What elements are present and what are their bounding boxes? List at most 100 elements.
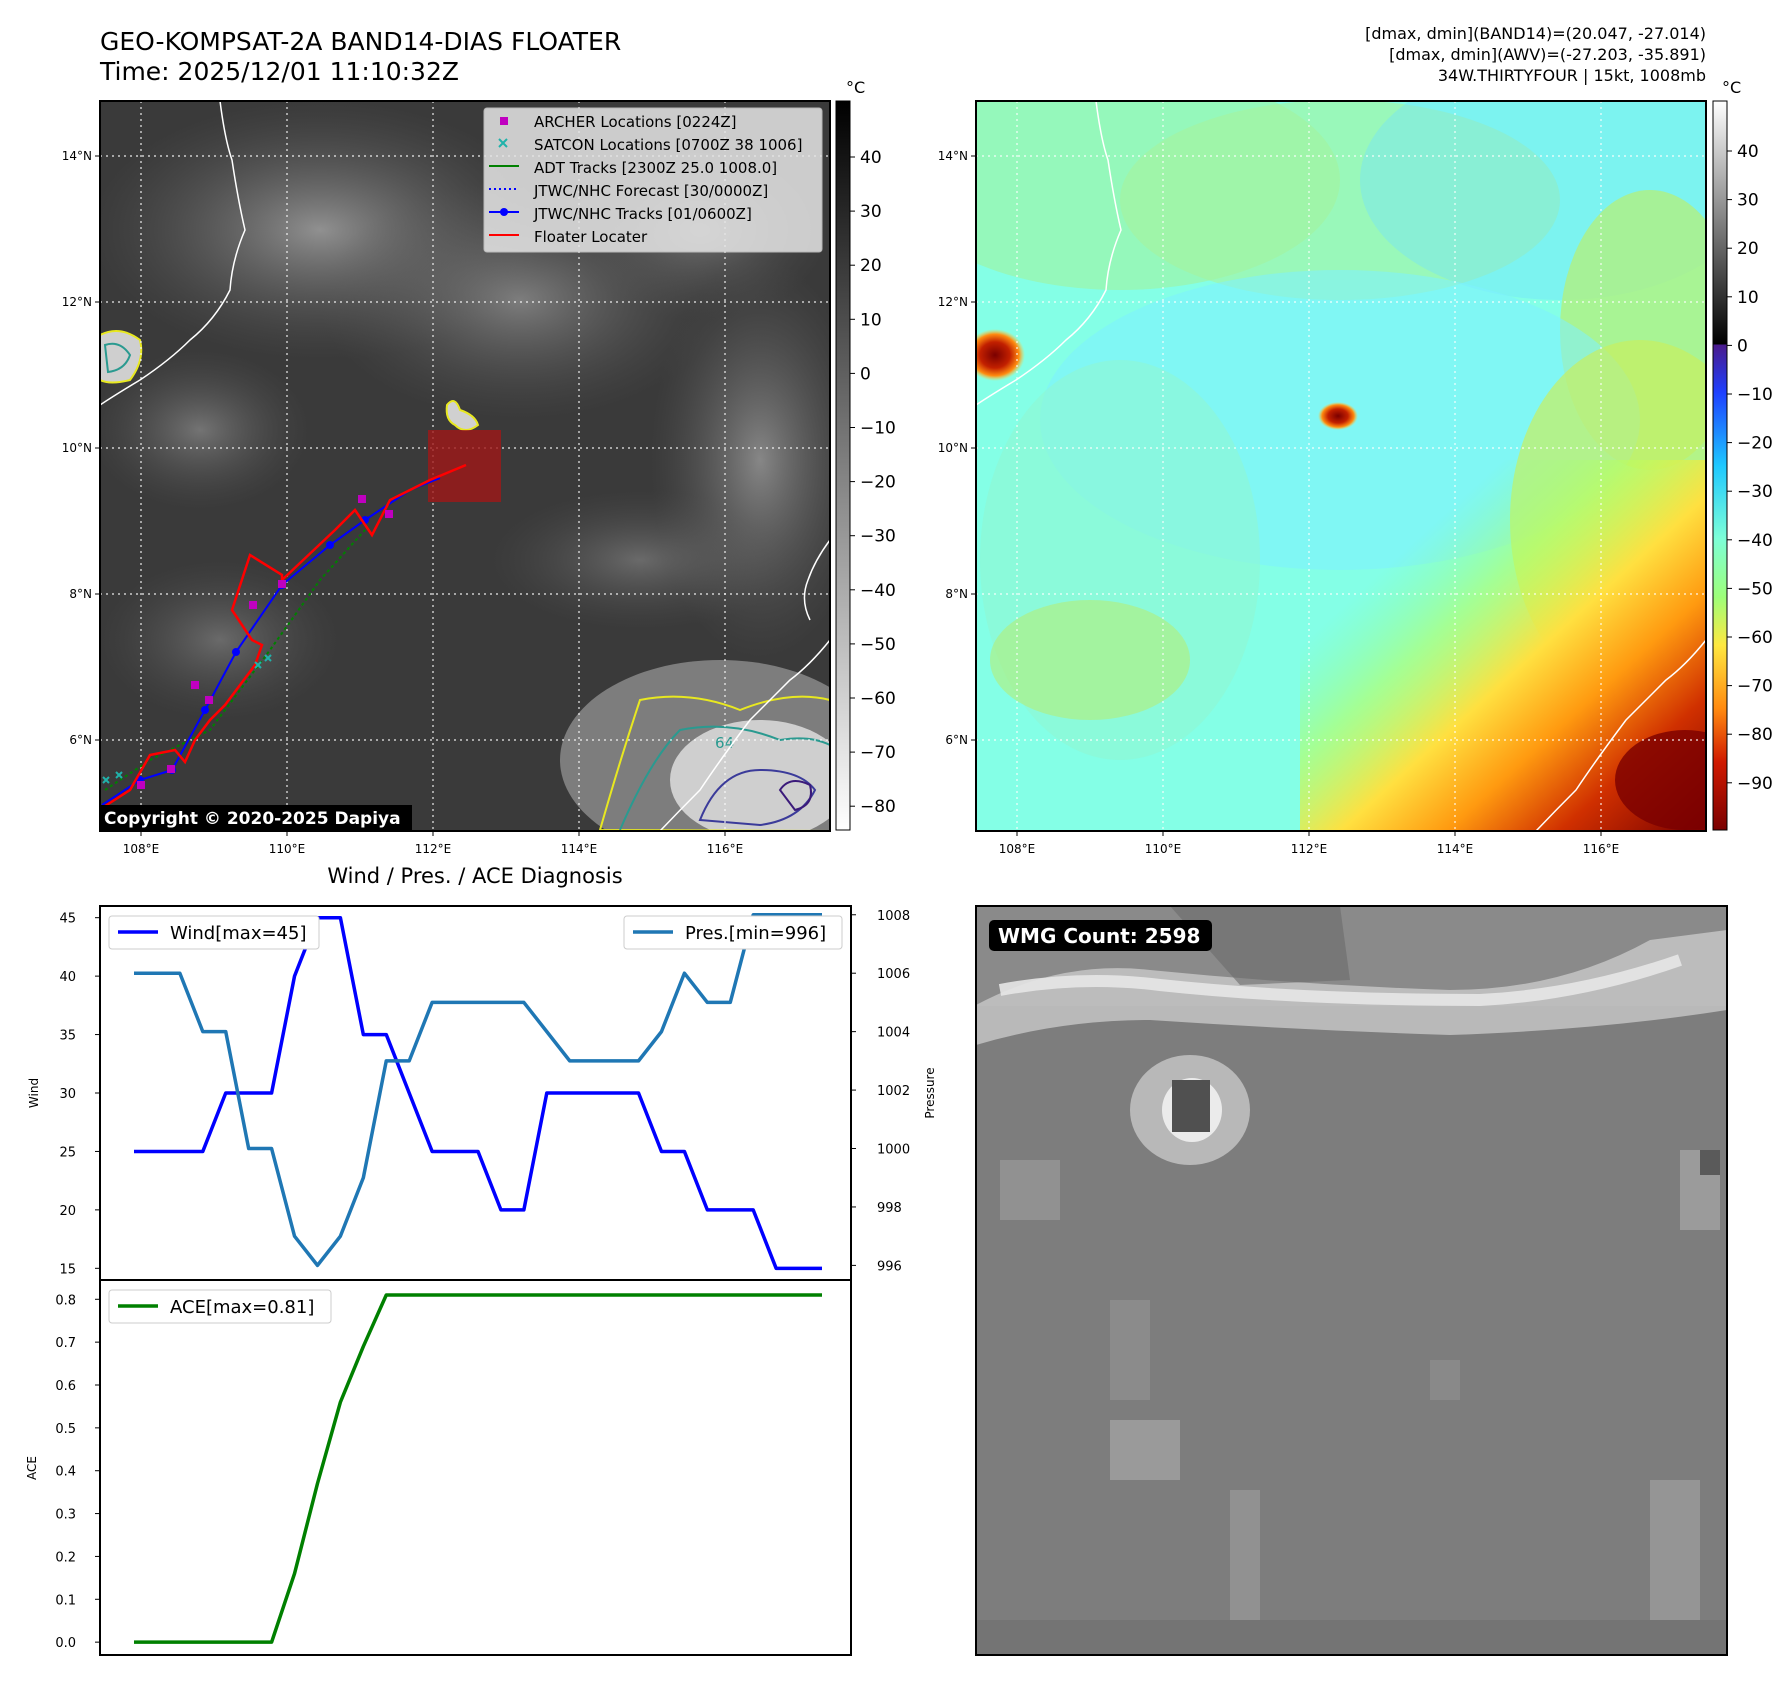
colorbar-tick-label: 30 <box>1737 191 1759 211</box>
colorbar-tick-label: −30 <box>1737 482 1773 502</box>
colorbar-tick-label: −70 <box>1737 677 1773 697</box>
colorbar-tick-label: 20 <box>860 256 882 276</box>
wmg-count-label: WMG Count: 2598 <box>998 924 1200 948</box>
ace-tick-label: 0.0 <box>55 1636 76 1651</box>
awv-colorbar-ticks: 40 30 20 10 0 −10 −20 −30 −40 −50 −60 −70 −80 −90 <box>1727 142 1773 794</box>
pressure-axis-label: Pressure <box>923 1067 937 1118</box>
colorbar-tick-label: −10 <box>1737 385 1773 405</box>
colorbar-tick-label: 20 <box>1737 239 1759 259</box>
colorbar-tick-label: 40 <box>860 148 882 168</box>
lon-tick-label: 108°E <box>999 842 1036 856</box>
ace-tick-label: 0.7 <box>55 1336 76 1351</box>
legend-wind: Wind[max=45] <box>170 923 307 944</box>
colorbar-tick-label: −10 <box>860 419 896 439</box>
figure-title: GEO-KOMPSAT-2A BAND14-DIAS FLOATER <box>100 27 621 56</box>
legend-jtwc-forecast: JTWC/NHC Forecast [30/0000Z] <box>533 182 768 200</box>
ace-tick-label: 0.1 <box>55 1593 76 1608</box>
figure-time: Time: 2025/12/01 11:10:32Z <box>99 57 459 86</box>
awv-satellite-panel: 108°E 110°E 112°E 114°E 116°E 14°N 12°N 10°N 8°… <box>938 78 1773 856</box>
colorbar-tick-label: 10 <box>1737 288 1759 308</box>
legend-floater: Floater Locater <box>534 228 648 246</box>
lat-tick-label: 10°N <box>62 441 92 455</box>
dmax-awv-text: [dmax, dmin](AWV)=(-27.203, -35.891) <box>1389 45 1706 64</box>
legend-satcon: SATCON Locations [0700Z 38 1006] <box>534 136 802 154</box>
storm-info-text: 34W.THIRTYFOUR | 15kt, 1008mb <box>1438 66 1706 85</box>
diag-title: Wind / Pres. / ACE Diagnosis <box>327 864 622 888</box>
ace-axis-label: ACE <box>25 1456 39 1480</box>
ace-tick-label: 0.2 <box>55 1550 76 1565</box>
lon-tick-label: 108°E <box>123 842 160 856</box>
colorbar-tick-label: 0 <box>860 364 871 384</box>
colorbar-tick-label: −30 <box>860 527 896 547</box>
wind-tick-label: 25 <box>59 1145 76 1160</box>
awv-colorbar-unit: °C <box>1722 78 1741 97</box>
lat-tick-label: 14°N <box>938 149 968 163</box>
wind-tick-label: 20 <box>59 1204 76 1219</box>
ir-legend: ARCHER Locations [0224Z] SATCON Location… <box>483 107 823 253</box>
colorbar-tick-label: 40 <box>1737 142 1759 162</box>
pressure-tick-label: 996 <box>877 1259 902 1274</box>
awv-lon-ticks: 108°E 110°E 112°E 114°E 116°E <box>999 831 1619 856</box>
ir-colorbar <box>835 100 851 831</box>
lon-tick-label: 114°E <box>561 842 598 856</box>
colorbar-tick-label: −50 <box>860 635 896 655</box>
legend-archer: ARCHER Locations [0224Z] <box>534 113 737 131</box>
colorbar-tick-label: 30 <box>860 202 882 222</box>
colorbar-tick-label: −40 <box>860 581 896 601</box>
wind-axis-label: Wind <box>27 1078 41 1108</box>
awv-image <box>976 101 1706 831</box>
wind-tick-label: 40 <box>59 970 76 985</box>
colorbar-tick-label: −70 <box>860 743 896 763</box>
wind-line <box>134 915 822 1271</box>
colorbar-tick-label: −20 <box>1737 434 1773 454</box>
ace-line <box>134 1293 822 1644</box>
lon-tick-label: 116°E <box>707 842 744 856</box>
pressure-tick-label: 1006 <box>877 967 910 982</box>
wind-tick-label: 15 <box>59 1262 76 1277</box>
lon-tick-label: 110°E <box>1145 842 1182 856</box>
awv-colorbar-upper <box>1712 100 1728 345</box>
pressure-line <box>134 913 822 1268</box>
lat-tick-label: 10°N <box>938 441 968 455</box>
colorbar-tick-label: −50 <box>1737 579 1773 599</box>
legend-pressure: Pres.[min=996] <box>685 923 826 944</box>
lat-tick-label: 6°N <box>945 733 968 747</box>
colorbar-tick-label: −60 <box>860 689 896 709</box>
lon-tick-label: 114°E <box>1437 842 1474 856</box>
ace-tick-label: 0.8 <box>55 1293 76 1308</box>
wind-tick-label: 35 <box>59 1029 76 1044</box>
ace-chart: 0.0 0.1 0.2 0.3 0.4 0.5 0.6 0.7 0.8 ACE ACE[max=… <box>25 1279 852 1656</box>
colorbar-tick-label: −80 <box>1737 725 1773 745</box>
ir-satellite-panel: 64 <box>62 78 896 856</box>
ace-tick-label: 0.4 <box>55 1465 76 1480</box>
wind-pressure-chart: 15 20 25 30 35 40 45 996 998 1000 1002 1004 1006 100… <box>27 905 937 1281</box>
ir-lon-ticks: 108°E 110°E 112°E 114°E 116°E <box>123 831 744 856</box>
legend-adt: ADT Tracks [2300Z 25.0 1008.0] <box>534 159 777 177</box>
wind-tick-label: 45 <box>59 912 76 927</box>
awv-lat-ticks: 14°N 12°N 10°N 8°N 6°N <box>938 149 976 747</box>
lon-tick-label: 112°E <box>1291 842 1328 856</box>
pressure-tick-label: 998 <box>877 1201 902 1216</box>
ace-tick-label: 0.3 <box>55 1508 76 1523</box>
lat-tick-label: 14°N <box>62 149 92 163</box>
legend-ace: ACE[max=0.81] <box>170 1297 314 1318</box>
ace-tick-label: 0.5 <box>55 1422 76 1437</box>
pressure-tick-label: 1002 <box>877 1084 910 1099</box>
wmg-panel: WMG Count: 2598 <box>975 905 1728 1656</box>
wind-tick-label: 30 <box>59 1087 76 1102</box>
legend-jtwc-tracks: JTWC/NHC Tracks [01/0600Z] <box>533 205 752 223</box>
lat-tick-label: 12°N <box>938 295 968 309</box>
lat-tick-label: 6°N <box>69 733 92 747</box>
dmax-band14-text: [dmax, dmin](BAND14)=(20.047, -27.014) <box>1365 24 1706 43</box>
colorbar-tick-label: −40 <box>1737 531 1773 551</box>
copyright-label: Copyright © 2020-2025 Dapiya <box>104 809 401 829</box>
colorbar-tick-label: −80 <box>860 797 896 817</box>
lat-tick-label: 12°N <box>62 295 92 309</box>
colorbar-tick-label: 0 <box>1737 336 1748 356</box>
pressure-tick-label: 1004 <box>877 1026 910 1041</box>
pressure-tick-label: 1008 <box>877 909 910 924</box>
lon-tick-label: 112°E <box>415 842 452 856</box>
colorbar-tick-label: −60 <box>1737 628 1773 648</box>
ir-colorbar-unit: °C <box>846 78 865 97</box>
ir-colorbar-ticks: 40 30 20 10 0 −10 −20 −30 −40 −50 −60 −70 −80 <box>850 148 896 817</box>
